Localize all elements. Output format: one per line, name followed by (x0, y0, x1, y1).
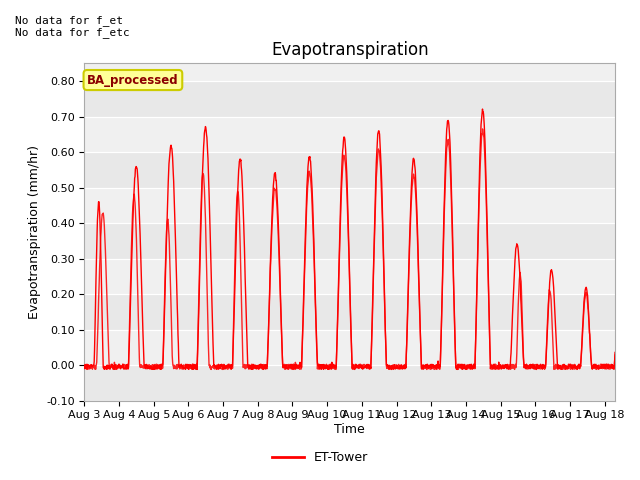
Text: BA_processed: BA_processed (87, 73, 179, 86)
Bar (84, 365, 615, 401)
X-axis label: Time: Time (334, 423, 365, 436)
Title: Evapotranspiration: Evapotranspiration (271, 41, 429, 59)
Legend: ET-Tower: ET-Tower (268, 446, 372, 469)
Bar (84, 223, 615, 259)
Bar (84, 294, 615, 330)
Bar (84, 152, 615, 188)
Y-axis label: Evapotranspiration (mm/hr): Evapotranspiration (mm/hr) (28, 145, 40, 319)
Text: No data for f_et
No data for f_etc: No data for f_et No data for f_etc (15, 15, 130, 38)
Bar (84, 81, 615, 117)
